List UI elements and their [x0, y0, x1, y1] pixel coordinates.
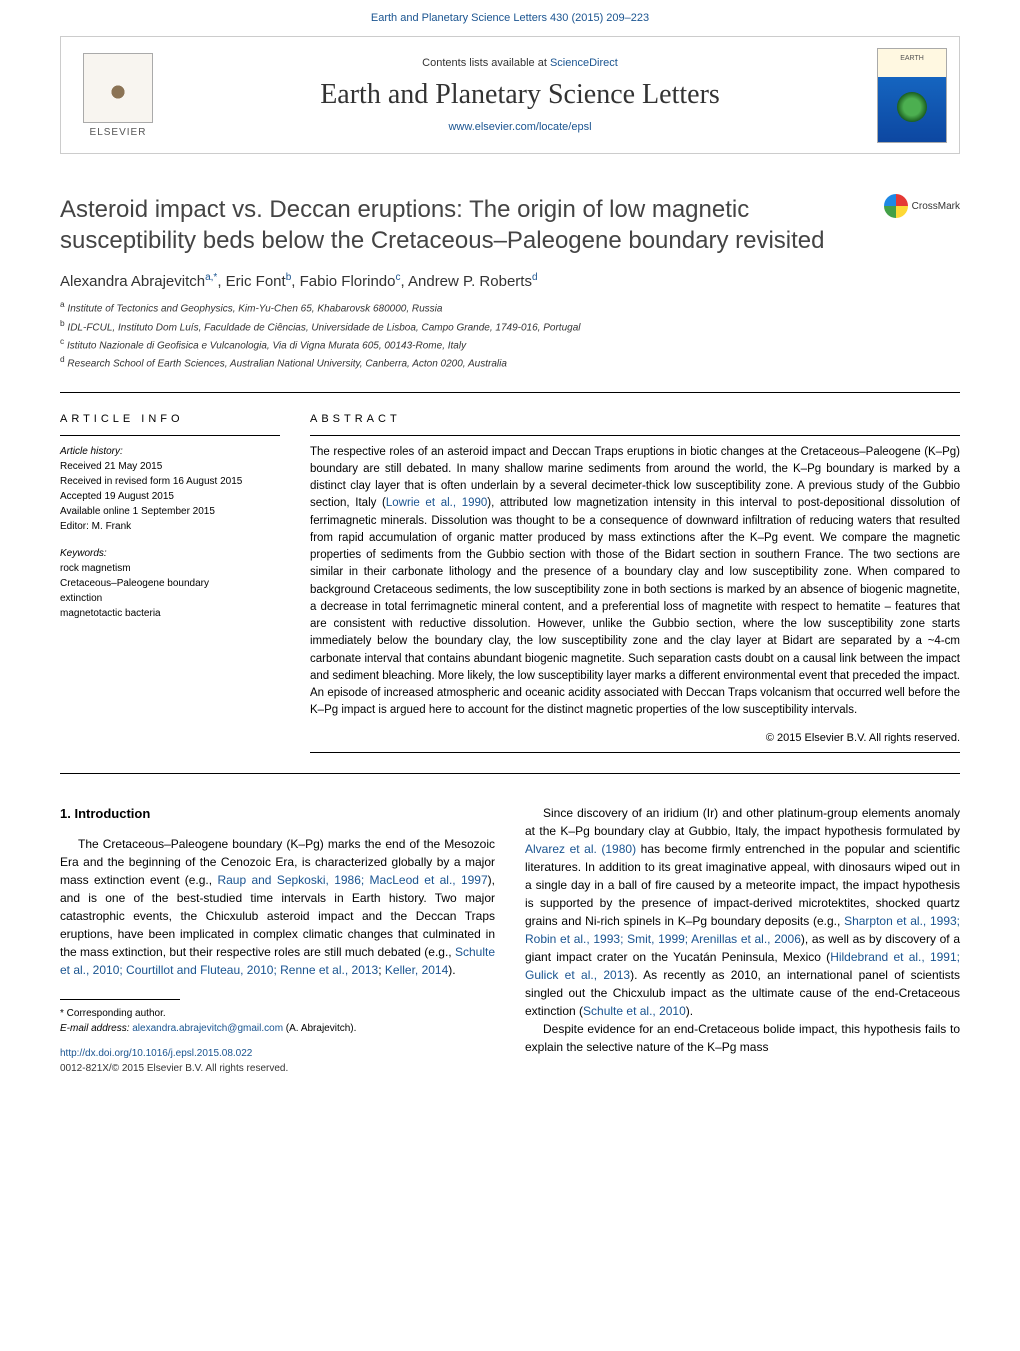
- affiliation: d Research School of Earth Sciences, Aus…: [60, 353, 960, 371]
- paragraph: The Cretaceous–Paleogene boundary (K–Pg)…: [60, 835, 495, 979]
- contents-line: Contents lists available at ScienceDirec…: [163, 57, 877, 69]
- corresponding-author-note: * Corresponding author.: [60, 1006, 495, 1021]
- crossmark-badge[interactable]: CrossMark: [884, 194, 960, 218]
- keywords-block: Keywords: rock magnetism Cretaceous–Pale…: [60, 546, 280, 621]
- affiliation: b IDL-FCUL, Instituto Dom Luís, Faculdad…: [60, 317, 960, 335]
- article-title: Asteroid impact vs. Deccan eruptions: Th…: [60, 194, 860, 256]
- body-text: 1. Introduction The Cretaceous–Paleogene…: [60, 804, 960, 1077]
- email-line: E-mail address: alexandra.abrajevitch@gm…: [60, 1021, 495, 1036]
- journal-banner: ELSEVIER Contents lists available at Sci…: [60, 36, 960, 154]
- author-email-link[interactable]: alexandra.abrajevitch@gmail.com: [132, 1023, 283, 1034]
- elsevier-tree-icon: [83, 53, 153, 123]
- footnote-separator: [60, 999, 180, 1000]
- running-header: Earth and Planetary Science Letters 430 …: [0, 0, 1020, 36]
- citation-link[interactable]: Raup and Sepkoski, 1986; MacLeod et al.,…: [217, 873, 487, 887]
- author: Alexandra Abrajevitcha,*: [60, 273, 217, 290]
- issn-copyright: 0012-821X/© 2015 Elsevier B.V. All right…: [60, 1061, 495, 1076]
- contents-prefix: Contents lists available at: [422, 57, 550, 69]
- column-left: 1. Introduction The Cretaceous–Paleogene…: [60, 804, 495, 1077]
- journal-name: Earth and Planetary Science Letters: [163, 79, 877, 111]
- abstract-heading: ABSTRACT: [310, 413, 960, 425]
- doi-link[interactable]: http://dx.doi.org/10.1016/j.epsl.2015.08…: [60, 1048, 252, 1059]
- footnotes: * Corresponding author. E-mail address: …: [60, 1006, 495, 1036]
- abstract-column: ABSTRACT The respective roles of an aste…: [310, 413, 960, 753]
- paragraph: Since discovery of an iridium (Ir) and o…: [525, 804, 960, 1020]
- publisher-name: ELSEVIER: [90, 127, 147, 138]
- citation-link[interactable]: Lowrie et al., 1990: [386, 497, 487, 509]
- journal-cover-thumbnail: [877, 48, 947, 143]
- author: Eric Fontb: [226, 273, 292, 290]
- divider: [60, 773, 960, 774]
- section-heading: 1. Introduction: [60, 804, 495, 824]
- citation-link[interactable]: Keller, 2014: [385, 963, 448, 977]
- crossmark-icon: [884, 194, 908, 218]
- author: Andrew P. Robertsd: [408, 273, 538, 290]
- publisher-logo[interactable]: ELSEVIER: [73, 45, 163, 145]
- affiliation: c Istituto Nazionale di Geofisica e Vulc…: [60, 335, 960, 353]
- abstract-text: The respective roles of an asteroid impa…: [310, 444, 960, 720]
- citation-link[interactable]: Schulte et al., 2010: [583, 1004, 686, 1018]
- divider: [60, 392, 960, 393]
- article-info-heading: ARTICLE INFO: [60, 413, 280, 425]
- affiliations: a Institute of Tectonics and Geophysics,…: [60, 298, 960, 371]
- article-history: Article history: Received 21 May 2015 Re…: [60, 444, 280, 534]
- citation-link[interactable]: Alvarez et al. (1980): [525, 842, 636, 856]
- article-info-sidebar: ARTICLE INFO Article history: Received 2…: [60, 413, 280, 753]
- author-list: Alexandra Abrajevitcha,*, Eric Fontb, Fa…: [60, 272, 960, 290]
- paragraph: Despite evidence for an end-Cretaceous b…: [525, 1020, 960, 1056]
- running-header-link[interactable]: Earth and Planetary Science Letters 430 …: [371, 12, 649, 24]
- column-right: Since discovery of an iridium (Ir) and o…: [525, 804, 960, 1077]
- sciencedirect-link[interactable]: ScienceDirect: [550, 57, 618, 69]
- journal-homepage-link[interactable]: www.elsevier.com/locate/epsl: [448, 121, 591, 133]
- crossmark-label: CrossMark: [912, 201, 960, 212]
- author: Fabio Florindoc: [300, 273, 401, 290]
- abstract-copyright: © 2015 Elsevier B.V. All rights reserved…: [310, 732, 960, 744]
- affiliation: a Institute of Tectonics and Geophysics,…: [60, 298, 960, 316]
